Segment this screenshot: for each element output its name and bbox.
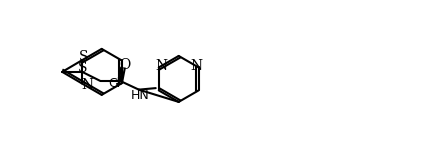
Text: N: N [190,59,202,73]
Text: HN: HN [131,89,150,102]
Text: N: N [81,78,93,92]
Text: O: O [119,58,130,72]
Text: Cl: Cl [108,78,120,90]
Text: S: S [78,61,88,75]
Text: S: S [78,50,88,64]
Text: N: N [155,59,167,73]
